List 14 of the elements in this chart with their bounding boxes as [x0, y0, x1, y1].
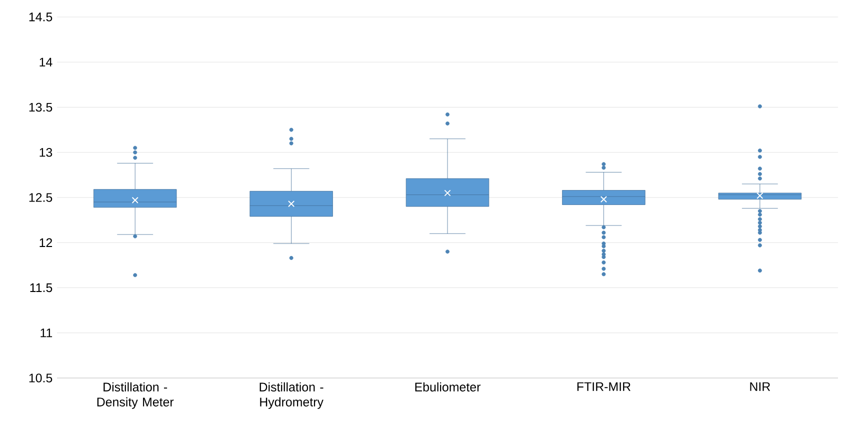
y-tick-label: 12.5 — [29, 193, 52, 202]
x-tick-label: FTIR-MIR — [577, 382, 630, 391]
y-tick-label: 12 — [40, 238, 52, 247]
y-tick-label: 14.5 — [29, 12, 52, 22]
y-tick-label: 14 — [40, 58, 52, 66]
y-tick-label: 11.5 — [30, 283, 52, 292]
x-tick-label: Distillation - Hydrometry — [260, 382, 324, 409]
x-tick-label: Ebuliometer — [415, 382, 481, 392]
y-tick-label: 11 — [40, 328, 52, 338]
x-tick-label: Distillation - Density Meter — [97, 382, 174, 409]
y-tick-label: 13.5 — [29, 102, 52, 112]
x-tick-label: NIR — [750, 382, 770, 391]
y-tick-label: 10.5 — [29, 374, 52, 382]
y-tick-label: 13 — [40, 148, 52, 157]
